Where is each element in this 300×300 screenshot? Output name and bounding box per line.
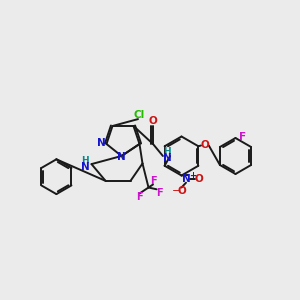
Text: N: N (80, 161, 89, 172)
Text: O: O (200, 140, 209, 151)
Text: Cl: Cl (134, 110, 145, 121)
Text: F: F (239, 132, 247, 142)
Text: N: N (163, 153, 172, 163)
Text: O: O (177, 186, 186, 196)
Text: H: H (81, 156, 89, 165)
Text: +: + (189, 171, 196, 180)
Text: F: F (136, 192, 143, 202)
Text: H: H (163, 147, 171, 156)
Text: F: F (150, 176, 156, 186)
Text: N: N (182, 174, 190, 184)
Text: N: N (116, 152, 125, 163)
Text: N: N (97, 138, 106, 148)
Text: F: F (156, 188, 162, 198)
Text: O: O (194, 174, 203, 184)
Text: O: O (148, 116, 157, 126)
Text: −: − (171, 186, 181, 196)
